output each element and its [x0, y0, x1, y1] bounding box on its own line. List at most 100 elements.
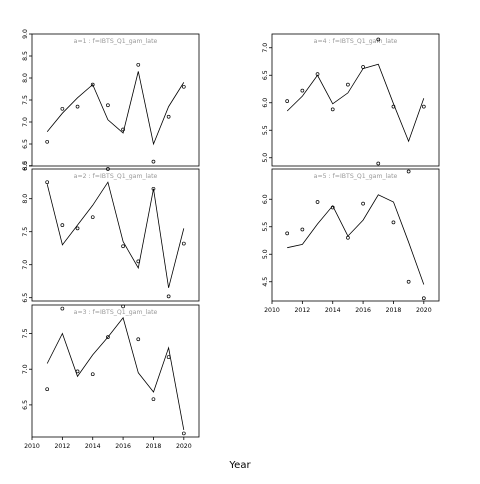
data-point	[136, 337, 141, 342]
data-point	[300, 88, 305, 93]
data-point	[166, 114, 171, 119]
data-point	[151, 159, 156, 164]
y-tick-label: 8.0	[22, 194, 29, 204]
data-point	[391, 220, 396, 225]
x-tick-label: 2010	[24, 443, 40, 450]
x-tick-label: 2018	[386, 307, 402, 314]
y-tick-label: 6.5	[262, 70, 269, 80]
data-point	[106, 103, 110, 108]
y-tick-label: 8.5	[22, 161, 29, 171]
y-tick-label: 9.0	[22, 29, 29, 39]
y-tick-label: 7.0	[22, 117, 29, 127]
y-tick-label: 7.5	[22, 227, 29, 237]
data-point	[60, 306, 65, 311]
data-point	[90, 82, 95, 87]
x-tick-label: 2012	[54, 443, 70, 450]
panel-title: a=4 : f=IBTS_Q1_gam_late	[314, 38, 398, 45]
data-point	[361, 201, 365, 206]
y-tick-label: 5.5	[262, 125, 269, 135]
data-point	[60, 223, 65, 227]
panel-a-4: a=4 : f=IBTS_Q1_gam_late 5.0 5.5 6.0 6.5 7.0	[262, 33, 440, 174]
series-line	[286, 63, 425, 143]
data-point	[166, 294, 171, 299]
data-point	[106, 335, 110, 339]
data-point	[151, 186, 156, 191]
panel-a-3: a=3 : f=IBTS_Q1_gam_late 6.5 7.0 7.5 2010 201…	[22, 304, 200, 450]
x-axis-label: Year	[229, 460, 251, 471]
y-tick-label: 5.0	[262, 249, 269, 259]
x-tick-label: 2020	[176, 443, 192, 450]
y-tick-label: 7.5	[22, 95, 29, 105]
series-line	[287, 194, 425, 285]
data-point	[376, 161, 381, 166]
y-tick-label: 7.0	[262, 43, 269, 53]
panel-title: a=1 : f=IBTS_Q1_gam_late	[74, 38, 158, 45]
data-point	[90, 372, 95, 377]
panel-frame	[31, 168, 200, 302]
y-tick-label: 7.5	[22, 329, 29, 339]
x-tick-label: 2010	[264, 307, 280, 314]
panel-frame	[31, 33, 200, 167]
y-tick-label: 5.5	[262, 222, 269, 232]
data-point	[121, 244, 125, 249]
panel-a-5: a=5 : f=IBTS_Q1_gam_late 4.5 5.0 5.5 6.0 2010…	[262, 161, 440, 314]
panel-title: a=3 : f=IBTS_Q1_gam_late	[74, 309, 158, 316]
x-tick-label: 2014	[85, 443, 101, 450]
data-point	[330, 205, 335, 210]
data-point	[421, 104, 426, 109]
data-point	[406, 169, 411, 174]
x-tick-label: 2020	[416, 307, 432, 314]
y-tick-label: 6.0	[262, 98, 269, 108]
data-point	[330, 107, 335, 112]
data-point	[315, 72, 320, 77]
data-point	[45, 139, 50, 144]
data-point	[391, 104, 396, 109]
y-tick-label: 7.0	[22, 260, 29, 270]
data-point	[136, 259, 141, 264]
data-point	[75, 369, 80, 374]
data-point	[421, 296, 426, 301]
data-point	[45, 180, 50, 185]
data-point	[75, 104, 80, 109]
panel-frame	[271, 33, 440, 167]
data-point	[136, 62, 141, 67]
data-point	[75, 226, 80, 231]
y-tick-label: 6.5	[22, 139, 29, 149]
data-point	[346, 235, 350, 240]
panel-frame	[31, 304, 200, 438]
y-tick-label: 6.0	[22, 161, 29, 171]
y-tick-label: 6.0	[262, 194, 269, 204]
data-point	[181, 84, 186, 89]
y-tick-label: 4.5	[262, 277, 269, 287]
data-point	[106, 167, 110, 171]
data-point	[60, 106, 65, 111]
panel-title: a=5 : f=IBTS_Q1_gam_late	[314, 173, 398, 180]
series-line	[46, 71, 185, 146]
x-tick-label: 2012	[294, 307, 310, 314]
data-point	[285, 231, 290, 236]
series-line	[46, 181, 185, 288]
y-tick-label: 5.0	[262, 153, 269, 163]
panel-a-2: a=2 : f=IBTS_Q1_gam_late 6.5 7.0 7.5 8.0 8.5	[22, 161, 200, 303]
data-point	[166, 355, 171, 359]
data-point	[121, 127, 125, 132]
y-tick-label: 6.5	[22, 400, 29, 410]
y-tick-label: 8.0	[22, 73, 29, 83]
x-tick-label: 2014	[325, 307, 341, 314]
panel-title: a=2 : f=IBTS_Q1_gam_late	[74, 173, 158, 180]
data-point	[300, 227, 305, 232]
data-point	[285, 99, 290, 103]
series-line	[46, 316, 185, 430]
x-tick-label: 2018	[146, 443, 162, 450]
x-tick-label: 2016	[115, 443, 131, 450]
y-tick-label: 6.5	[22, 293, 29, 303]
data-point	[406, 279, 411, 284]
data-point	[346, 82, 350, 87]
data-point	[181, 241, 186, 246]
data-point	[315, 200, 320, 204]
data-point	[181, 431, 186, 436]
y-tick-label: 8.5	[22, 51, 29, 61]
panel-a-1: a=1 : f=IBTS_Q1_gam_late 6.0 6.5 7.0 7.5 8.0 8…	[22, 29, 200, 171]
